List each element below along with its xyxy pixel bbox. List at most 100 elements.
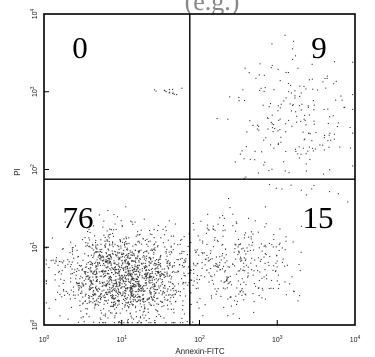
data-point: [121, 264, 123, 266]
data-point: [122, 256, 124, 258]
data-point: [124, 292, 126, 294]
data-point: [170, 289, 172, 291]
data-point: [180, 278, 183, 280]
data-point: [268, 170, 270, 172]
data-point: [103, 257, 105, 259]
data-point: [115, 286, 117, 288]
data-point: [152, 284, 154, 286]
data-point: [279, 129, 281, 131]
data-point: [143, 317, 145, 319]
data-point: [252, 233, 254, 235]
data-point: [239, 291, 241, 293]
data-point: [243, 299, 245, 301]
data-point: [108, 249, 110, 251]
data-point: [155, 315, 157, 318]
data-point: [273, 238, 275, 241]
data-point: [45, 302, 47, 304]
data-point: [136, 283, 138, 285]
data-point: [123, 274, 126, 276]
data-point: [144, 273, 146, 275]
data-point: [134, 266, 136, 268]
data-point: [112, 286, 114, 288]
data-point: [234, 300, 236, 302]
data-point: [142, 293, 144, 295]
data-point: [171, 266, 173, 268]
data-point: [148, 297, 150, 299]
data-point: [130, 291, 132, 293]
data-point: [119, 276, 121, 278]
data-point: [172, 270, 174, 272]
data-point: [94, 286, 97, 289]
data-point: [132, 253, 134, 255]
data-point: [155, 241, 157, 243]
data-point: [114, 268, 116, 270]
data-point: [84, 253, 86, 255]
data-point: [243, 257, 245, 259]
data-point: [85, 271, 87, 273]
data-point: [99, 258, 101, 260]
data-point: [98, 271, 100, 273]
data-point: [82, 259, 84, 261]
data-point: [258, 129, 260, 131]
data-point: [149, 303, 151, 305]
data-point: [117, 288, 119, 290]
data-point: [302, 147, 304, 149]
data-point: [261, 297, 263, 299]
data-point: [177, 259, 179, 261]
data-point: [305, 124, 307, 126]
data-point: [136, 278, 138, 280]
data-point: [92, 290, 95, 292]
data-point: [89, 260, 91, 262]
data-point: [139, 286, 141, 288]
data-point: [92, 273, 94, 275]
data-point: [161, 301, 163, 303]
data-point: [263, 245, 265, 247]
data-point: [126, 288, 128, 290]
data-point: [183, 251, 185, 253]
data-point: [235, 303, 238, 305]
data-point: [111, 297, 113, 299]
data-point: [108, 292, 110, 294]
data-point: [281, 261, 283, 263]
data-point: [333, 61, 335, 63]
data-point: [233, 251, 235, 253]
data-point: [132, 260, 134, 262]
data-point: [285, 97, 287, 99]
data-point: [130, 315, 132, 317]
data-point: [91, 247, 93, 249]
data-point: [80, 285, 82, 287]
data-point: [82, 296, 84, 298]
data-point: [95, 265, 97, 267]
data-point: [115, 294, 117, 296]
data-point: [117, 299, 120, 301]
data-point: [289, 283, 291, 285]
data-point: [323, 134, 326, 136]
data-point: [224, 281, 226, 283]
data-point: [109, 253, 111, 256]
data-point: [134, 221, 136, 223]
data-point: [300, 109, 302, 111]
data-point: [115, 285, 118, 287]
data-point: [71, 253, 74, 255]
data-point: [131, 287, 133, 289]
data-point: [64, 221, 66, 223]
data-point: [100, 256, 102, 258]
data-point: [199, 239, 201, 241]
data-point: [110, 305, 112, 307]
data-point: [161, 282, 163, 284]
data-point: [103, 284, 105, 286]
data-point: [96, 268, 98, 270]
data-point: [117, 278, 119, 280]
data-point: [90, 263, 92, 265]
data-point: [201, 267, 203, 269]
data-point: [196, 282, 198, 284]
data-point: [200, 275, 202, 277]
data-point: [140, 229, 142, 231]
data-point: [95, 247, 97, 249]
data-point: [271, 64, 273, 66]
data-point: [145, 265, 147, 267]
data-point: [192, 321, 194, 323]
data-point: [163, 89, 165, 91]
data-point: [139, 297, 141, 299]
data-point: [70, 273, 72, 275]
